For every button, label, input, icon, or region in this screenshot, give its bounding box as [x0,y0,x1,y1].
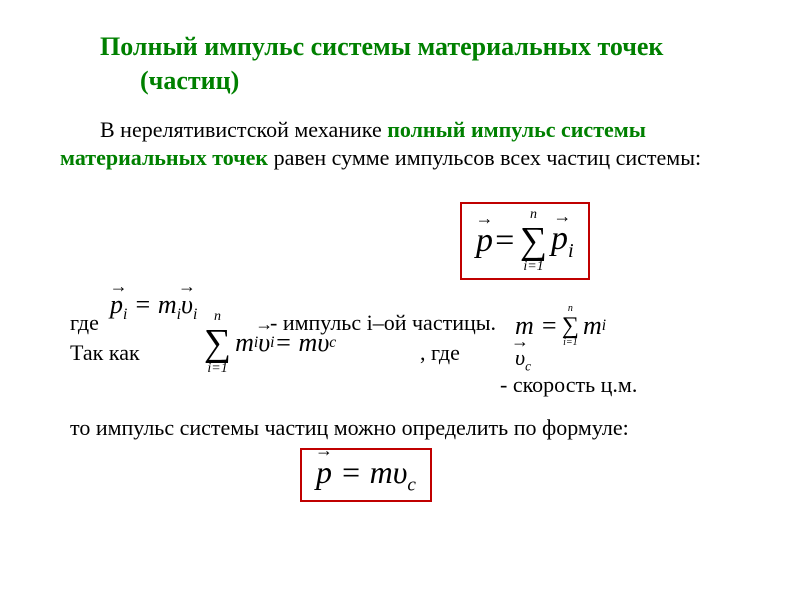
summation: n ∑ i=1 [204,310,231,376]
arrow-icon: → [255,314,273,335]
sum-mi-formula: n ∑ i=1 mi→υi = mυc [200,310,336,376]
eq-m: = m [134,290,177,319]
eq-mv: = mυ [340,454,407,490]
equals: = [493,222,516,260]
intro-paragraph: В нерелятивистской механике полный импул… [60,116,740,173]
speed-cm-text: - скорость ц.м. [500,372,637,398]
pi-definition: → pi = mi→υi [110,290,197,324]
sigma-icon: ∑ [562,314,579,338]
formula-final: → p = mυc [300,448,432,502]
pi-subscript: i [568,239,574,261]
conclusion-text: то импульс системы частиц можно определи… [70,415,629,441]
sum-lower: i=1 [563,338,578,348]
sum-lower: i=1 [523,260,543,274]
since-label: Так как [70,340,140,366]
arrow-icon: → [476,208,494,229]
arrow-icon: → [511,331,529,352]
sigma-icon: ∑ [204,324,231,362]
m-i: m [235,328,254,358]
formula-box: → p = n ∑ i=1 → pi [460,202,590,280]
summation: n ∑ i=1 [520,208,547,274]
where-label-1: где [70,310,99,336]
pi-vector: → pi [551,220,574,263]
formula-total-momentum: → p = n ∑ i=1 → pi [460,202,590,280]
p-vector: → p [476,222,493,260]
para1-post: равен сумме импульсов всех частиц систем… [268,145,701,170]
c-sub: c [329,334,336,352]
eq-mv: = mυ [275,328,330,358]
para1-pre: В нерелятивистской механике [100,117,387,142]
m-i: m [583,311,602,341]
c-sub: c [407,474,416,495]
v-sub: i [193,306,197,323]
arrow-icon: → [178,276,196,297]
arrow-icon: → [315,440,333,461]
comma-where: , где [420,340,460,366]
arrow-icon: → [553,206,571,227]
p-vector: → p [316,454,332,491]
m-i-sub: i [602,317,606,335]
slide-title: Полный импульс системы материальных точе… [100,30,740,98]
p-sub: i [123,306,127,323]
formula-box: → p = mυc [300,448,432,502]
sum-lower: i=1 [207,362,227,376]
slide-container: Полный импульс системы материальных точе… [0,0,800,203]
summation: n ∑ i=1 [562,304,579,348]
sigma-icon: ∑ [520,222,547,260]
arrow-icon: → [110,276,128,297]
vc-symbol: →υc [515,345,531,374]
